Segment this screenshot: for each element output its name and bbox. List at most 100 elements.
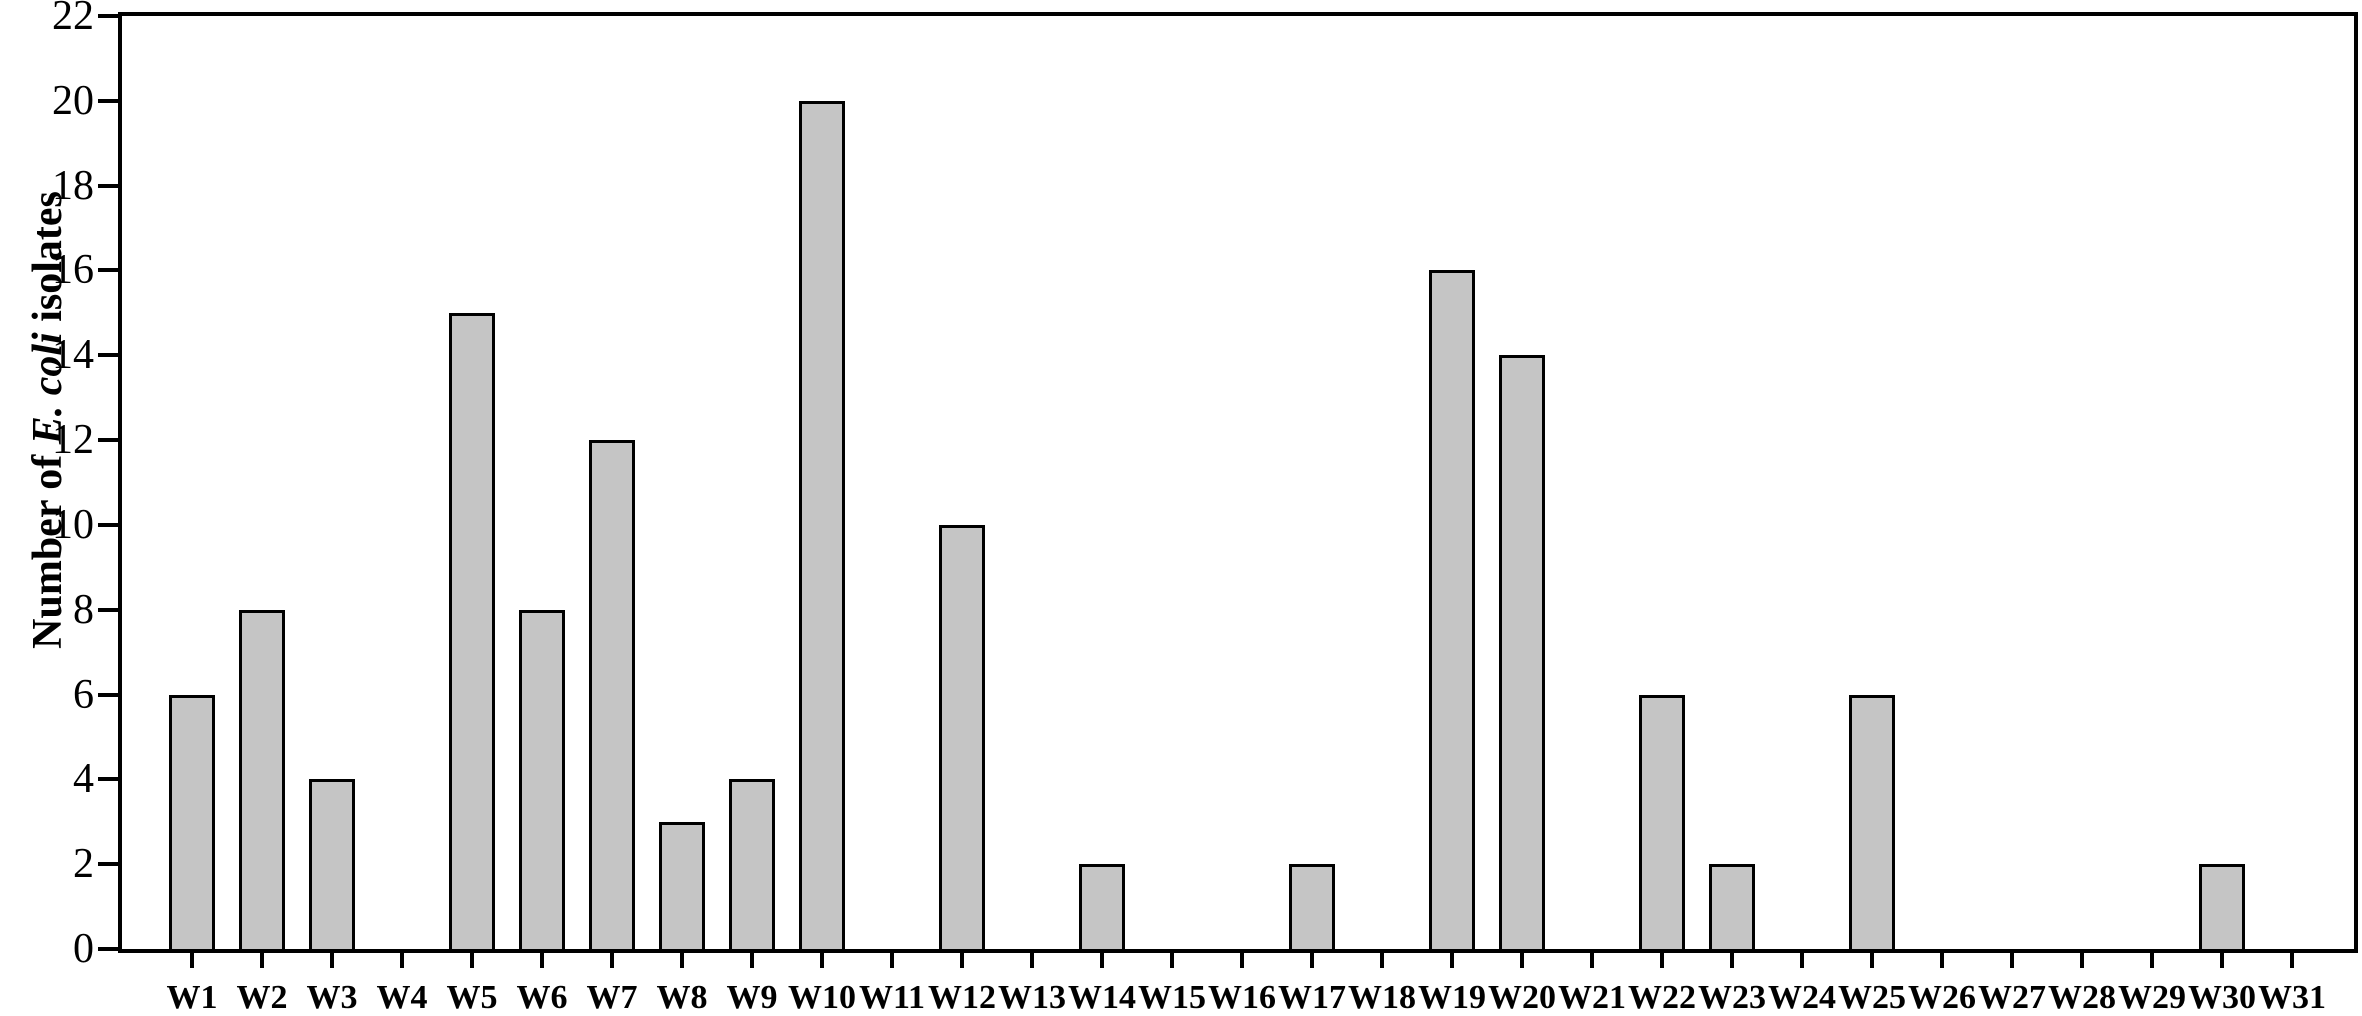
x-axis-tick	[1310, 953, 1314, 968]
x-tick-label: W16	[1208, 979, 1276, 1016]
y-axis-tick	[98, 947, 118, 951]
x-axis-tick	[470, 953, 474, 968]
bar-W14	[1079, 864, 1125, 949]
y-axis-tick	[98, 607, 118, 612]
y-tick-label: 14	[52, 332, 94, 379]
bar-W2	[239, 610, 285, 949]
x-axis-tick	[820, 953, 824, 968]
y-tick-label: 10	[52, 501, 94, 548]
y-axis-tick	[98, 777, 118, 782]
x-tick-label: W29	[2118, 979, 2186, 1016]
x-axis-tick	[960, 953, 964, 968]
y-tick-label: 16	[52, 247, 94, 294]
x-axis-tick	[2010, 953, 2014, 968]
y-tick-label: 4	[73, 756, 94, 803]
x-tick-label: W31	[2258, 979, 2326, 1016]
bar-W6	[519, 610, 565, 949]
x-tick-label: W20	[1488, 979, 1556, 1016]
y-axis-tick	[98, 98, 118, 103]
y-tick-label: 12	[52, 417, 94, 464]
y-tick-label: 22	[52, 0, 94, 39]
x-tick-label: W17	[1278, 979, 1346, 1016]
x-axis-tick	[1800, 953, 1804, 968]
x-tick-label: W23	[1698, 979, 1766, 1016]
x-tick-label: W25	[1838, 979, 1906, 1016]
x-tick-label: W1	[166, 979, 218, 1016]
x-axis-tick	[610, 953, 614, 968]
bar-W7	[589, 440, 635, 949]
x-axis-tick	[1030, 953, 1034, 968]
bar-W23	[1709, 864, 1755, 949]
bar-W30	[2199, 864, 2245, 949]
x-tick-label: W30	[2188, 979, 2256, 1016]
x-tick-label: W24	[1768, 979, 1836, 1016]
x-axis-tick	[1590, 953, 1594, 968]
y-axis-tick	[98, 353, 118, 358]
x-axis-tick	[1240, 953, 1244, 968]
x-axis-tick	[1660, 953, 1664, 968]
x-tick-label: W27	[1978, 979, 2046, 1016]
x-axis-tick	[260, 953, 264, 968]
x-axis-tick	[2080, 953, 2084, 968]
x-axis-tick	[750, 953, 754, 968]
x-tick-label: W9	[726, 979, 778, 1016]
x-axis-tick	[2290, 953, 2294, 968]
x-axis-tick	[400, 953, 404, 968]
y-tick-label: 0	[73, 926, 94, 972]
x-tick-label: W3	[306, 979, 358, 1016]
x-axis-tick	[2220, 953, 2224, 968]
x-tick-label: W18	[1348, 979, 1416, 1016]
x-axis-tick	[890, 953, 894, 968]
bar-W20	[1499, 355, 1545, 949]
x-tick-label: W4	[376, 979, 428, 1016]
bar-W3	[309, 779, 355, 949]
x-axis-tick	[540, 953, 544, 968]
x-tick-label: W10	[788, 979, 856, 1016]
x-tick-label: W2	[236, 979, 288, 1016]
bar-W9	[729, 779, 775, 949]
bar-W5	[449, 313, 495, 949]
x-axis-tick	[330, 953, 334, 968]
x-tick-label: W28	[2048, 979, 2116, 1016]
bar-W8	[659, 822, 705, 949]
x-tick-label: W7	[586, 979, 638, 1016]
y-axis-tick	[98, 438, 118, 443]
x-axis-tick	[190, 953, 194, 968]
x-axis-tick	[1730, 953, 1734, 968]
x-tick-label: W14	[1068, 979, 1136, 1016]
y-tick-label: 6	[73, 671, 94, 718]
x-axis-tick	[1520, 953, 1524, 968]
y-axis-tick	[98, 183, 118, 188]
y-axis-tick	[98, 14, 118, 18]
x-axis-tick	[1380, 953, 1384, 968]
y-axis-tick	[98, 522, 118, 527]
x-axis-tick	[1870, 953, 1874, 968]
bar-W17	[1289, 864, 1335, 949]
x-tick-label: W12	[928, 979, 996, 1016]
x-tick-label: W15	[1138, 979, 1206, 1016]
y-tick-label: 18	[52, 162, 94, 209]
bar-W1	[169, 695, 215, 949]
x-axis-tick	[1170, 953, 1174, 968]
y-axis-tick	[98, 692, 118, 697]
x-tick-label: W26	[1908, 979, 1976, 1016]
x-tick-label: W5	[446, 979, 498, 1016]
bar-W25	[1849, 695, 1895, 949]
x-tick-label: W19	[1418, 979, 1486, 1016]
x-tick-label: W13	[998, 979, 1066, 1016]
y-axis-tick	[98, 862, 118, 867]
x-tick-label: W6	[516, 979, 568, 1016]
x-tick-label: W21	[1558, 979, 1626, 1016]
x-axis-tick	[2150, 953, 2154, 968]
x-axis-tick	[680, 953, 684, 968]
x-axis-tick	[1100, 953, 1104, 968]
y-tick-label: 8	[73, 586, 94, 633]
x-axis-tick	[1940, 953, 1944, 968]
x-axis-tick	[1450, 953, 1454, 968]
y-axis-tick	[98, 268, 118, 273]
bar-W10	[799, 101, 845, 949]
x-tick-label: W22	[1628, 979, 1696, 1016]
bar-W22	[1639, 695, 1685, 949]
y-tick-label: 2	[73, 841, 94, 888]
